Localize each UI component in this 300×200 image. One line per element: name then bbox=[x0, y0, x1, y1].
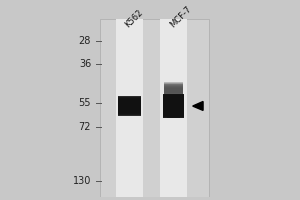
Bar bbox=[118, 97, 141, 115]
Text: 55: 55 bbox=[79, 98, 91, 108]
Bar bbox=[118, 101, 141, 111]
Bar bbox=[164, 88, 183, 93]
Bar bbox=[164, 85, 183, 96]
Bar bbox=[167, 109, 180, 117]
Bar bbox=[116, 19, 142, 197]
Bar bbox=[164, 83, 183, 98]
Bar bbox=[164, 86, 183, 95]
Bar bbox=[167, 110, 180, 116]
Bar bbox=[100, 19, 209, 197]
Bar bbox=[167, 109, 180, 117]
Text: K562: K562 bbox=[123, 8, 145, 29]
Bar bbox=[167, 108, 180, 118]
Bar bbox=[164, 87, 183, 94]
Bar bbox=[164, 84, 183, 97]
Bar bbox=[118, 98, 141, 114]
Bar bbox=[118, 100, 141, 112]
Bar bbox=[118, 103, 141, 109]
Bar bbox=[118, 99, 141, 113]
Text: 36: 36 bbox=[79, 59, 91, 69]
Bar bbox=[163, 94, 184, 118]
Bar bbox=[163, 96, 184, 116]
Bar bbox=[163, 100, 184, 112]
Bar bbox=[164, 82, 183, 99]
Bar bbox=[167, 110, 180, 116]
Text: MCF-7: MCF-7 bbox=[169, 4, 194, 29]
Text: 72: 72 bbox=[79, 122, 91, 132]
Bar bbox=[163, 98, 184, 114]
Bar bbox=[167, 111, 180, 115]
Bar bbox=[118, 102, 141, 110]
Bar bbox=[163, 101, 184, 111]
Bar bbox=[164, 84, 183, 96]
Polygon shape bbox=[193, 101, 203, 110]
Bar bbox=[160, 19, 187, 197]
Bar bbox=[118, 96, 141, 116]
Bar bbox=[163, 95, 184, 117]
Bar bbox=[163, 99, 184, 113]
Text: 28: 28 bbox=[79, 36, 91, 46]
Text: 130: 130 bbox=[73, 176, 91, 186]
Bar bbox=[163, 102, 184, 110]
Bar bbox=[167, 111, 180, 115]
Bar bbox=[167, 108, 180, 118]
